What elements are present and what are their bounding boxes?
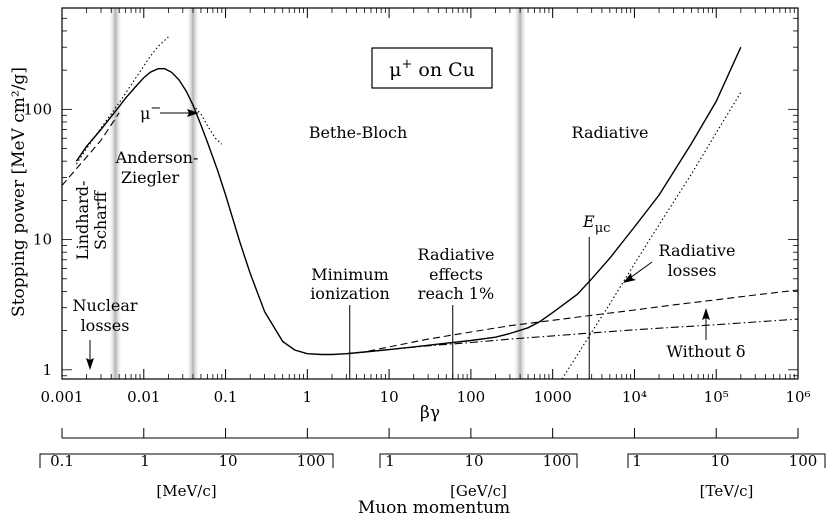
series-without- [346,318,799,355]
x-tick-label: 10⁴ [622,388,647,406]
momentum-tick-label: 100 [543,452,572,470]
x-tick-label: 1000 [534,388,572,406]
momentum-unit-label: [GeV/c] [450,482,507,500]
series-layer [61,36,799,380]
rad-losses-arrow [623,261,653,283]
series--low-energy [192,104,223,145]
legend-box: μ+ on Cu [371,47,493,89]
label-anderson: Anderson- [115,148,199,167]
x-tick-label: 10⁵ [704,388,729,406]
transition-band-0 [108,8,123,379]
x-tick-label: 0.1 [214,388,238,406]
momentum-axis: 0.1 1 10 100 [MeV/c] 1 10 100 [GeV/c] 1 10 100 [TeV/… [39,428,826,500]
transition-band-1 [186,8,201,379]
momentum-group-0: 0.1 1 10 100 [MeV/c] [39,452,334,500]
svg-text:μ+ on Cu: μ+ on Cu [389,57,475,81]
x-tick-label: 10⁶ [785,388,810,406]
momentum-tick-label: 10 [464,452,483,470]
momentum-tick-label: 1 [385,452,395,470]
transition-bands [108,8,528,379]
legend-sup: + [401,57,412,72]
momentum-group-1: 1 10 100 [GeV/c] [379,452,578,500]
x-tick-label: 0.001 [41,388,84,406]
y-tick-label: 10 [33,231,52,249]
label-min-ion-2: ionization [310,284,390,303]
series-anderson-ziegler [75,36,169,165]
legend-rest: on Cu [412,59,475,81]
label-rad-effects-3: reach 1% [418,284,494,303]
momentum-bracket [627,453,826,468]
series-lindhard-scharff [61,112,120,186]
x-tick-label: 10 [380,388,399,406]
label-mu-minus: μ− [140,101,161,123]
plot-frame [61,7,799,380]
x-tick-label: 100 [457,388,486,406]
momentum-tick-label: 100 [297,452,326,470]
momentum-group-2: 1 10 100 [TeV/c] [627,452,826,500]
momentum-tick-label: 10 [710,452,729,470]
momentum-unit-label: [MeV/c] [156,482,216,500]
momentum-tick-label: 0.1 [50,452,74,470]
without-delta-arrow [702,308,710,340]
label-rad-effects-1: Radiative [418,245,495,264]
momentum-bracket [39,453,334,468]
momentum-tick-label: 1 [632,452,642,470]
label-bethe-bloch: Bethe-Bloch [309,123,408,142]
transition-band-2 [513,8,528,379]
momentum-tick-label: 100 [789,452,818,470]
series-radiative-effects [346,289,799,355]
x-axis-title: βγ [420,403,440,423]
y-tick-label: 100 [23,100,52,118]
label-min-ion-1: Minimum [311,265,389,284]
momentum-unit-label: [TeV/c] [700,482,754,500]
label-rad-losses-1: Radiative [659,241,736,260]
label-nuclear-2: losses [81,316,130,335]
momentum-tick-label: 1 [140,452,150,470]
momentum-title: Muon momentum [358,498,510,518]
label-scharff: Scharff [91,190,110,250]
label-lindhard: Lindhard- [73,181,92,260]
label-without-delta: Without δ [666,342,745,361]
label-radiative: Radiative [572,123,649,142]
momentum-tick-label: 10 [218,452,237,470]
y-tick-label: 1 [42,361,52,379]
label-rad-losses-2: losses [668,261,717,280]
label-rad-effects-2: effects [429,265,483,284]
x-tick-label: 0.01 [127,388,160,406]
legend-mu: μ [389,59,401,81]
y-axis-title: Stopping power [MeV cm²/g] [9,67,29,317]
label-nuclear-1: Nuclear [72,296,137,315]
mu-minus-arrow [160,109,199,117]
x-tick-label: 1 [303,388,313,406]
series-total [75,46,742,356]
nuclear-arrow [86,340,94,370]
label-emuc: Eμc [582,212,610,236]
axis-ticks: 0.001 0.01 0.1 1 10 100 1000 10⁴ 10⁵ 10⁶ 1 10 100 [23,7,811,406]
momentum-bracket [379,453,578,468]
marker-lines [349,237,590,379]
label-ziegler: Ziegler [121,168,180,187]
